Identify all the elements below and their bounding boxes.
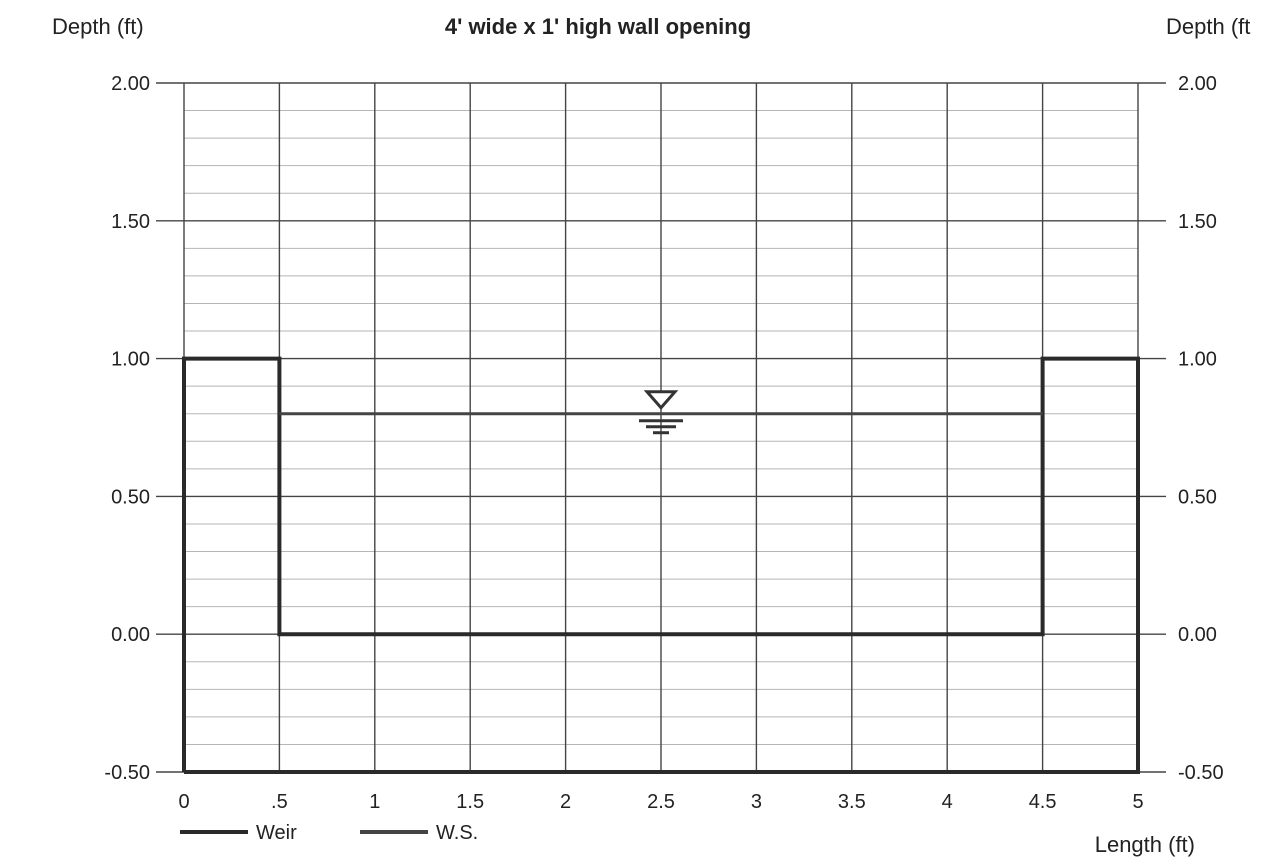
y-tick-label-left: -0.50 bbox=[104, 762, 150, 784]
x-tick-label: 4.5 bbox=[1029, 791, 1057, 813]
y-tick-label-right: 0.50 bbox=[1178, 486, 1217, 508]
y-axis-label-left: Depth (ft) bbox=[52, 14, 144, 39]
y-tick-label-right: 2.00 bbox=[1178, 73, 1217, 95]
y-tick-label-left: 2.00 bbox=[111, 73, 150, 95]
y-axis-label-right: Depth (ft bbox=[1166, 14, 1250, 39]
tick-labels: 2.00 2.001.50 1.501.00 1.000.50 0.500.00 0.00… bbox=[104, 73, 1223, 813]
y-tick-label-right: 0.00 bbox=[1178, 624, 1217, 646]
y-tick-label-left: 0.50 bbox=[111, 486, 150, 508]
chart-title: 4' wide x 1' high wall opening bbox=[445, 14, 751, 39]
y-tick-label-right: -0.50 bbox=[1178, 762, 1224, 784]
y-tick-label-left: 0.00 bbox=[111, 624, 150, 646]
x-tick-label: 1.5 bbox=[456, 791, 484, 813]
x-tick-label: 4 bbox=[942, 791, 953, 813]
x-axis-label: Length (ft) bbox=[1095, 832, 1195, 857]
y-tick-label-right: 1.50 bbox=[1178, 211, 1217, 233]
series-layer bbox=[182, 356, 1140, 774]
x-tick-label: 3.5 bbox=[838, 791, 866, 813]
x-tick-label: 0 bbox=[178, 791, 189, 813]
x-tick-label: 1 bbox=[369, 791, 380, 813]
legend: Weir W.S. bbox=[180, 822, 478, 844]
x-tick-label: 5 bbox=[1132, 791, 1143, 813]
water-surface-triangle-icon bbox=[643, 390, 679, 410]
y-tick-label-left: 1.00 bbox=[111, 349, 150, 371]
water-surface-marker bbox=[639, 390, 683, 435]
x-tick-label: 2 bbox=[560, 791, 571, 813]
x-tick-label: 3 bbox=[751, 791, 762, 813]
y-tick-label-right: 1.00 bbox=[1178, 349, 1217, 371]
series-weir bbox=[182, 356, 1140, 774]
legend-weir-label: Weir bbox=[256, 822, 297, 844]
legend-ws-label: W.S. bbox=[436, 822, 478, 844]
x-tick-label: .5 bbox=[271, 791, 288, 813]
y-tick-label-left: 1.50 bbox=[111, 211, 150, 233]
x-tick-label: 2.5 bbox=[647, 791, 675, 813]
